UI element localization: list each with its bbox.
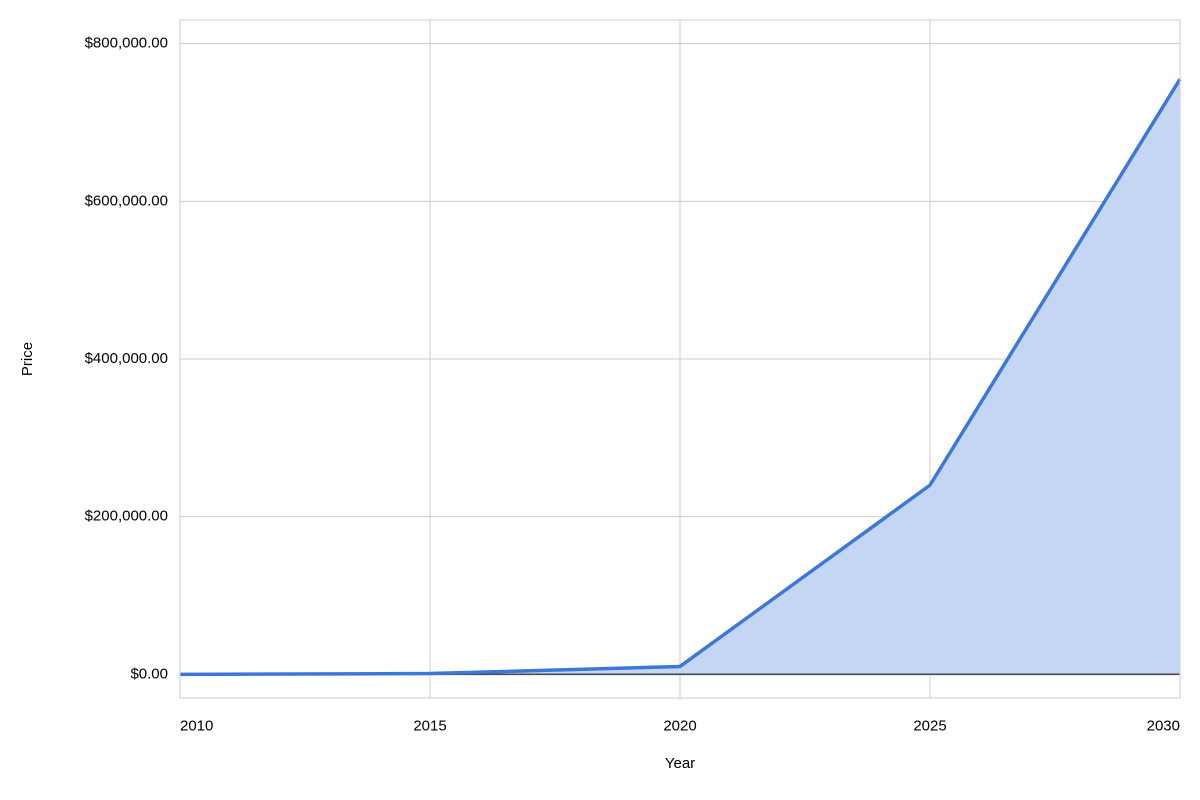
- x-tick-label: 2015: [413, 717, 446, 734]
- x-tick-label: 2025: [913, 717, 946, 734]
- y-tick-label: $0.00: [130, 665, 168, 682]
- y-tick-label: $600,000.00: [85, 192, 168, 209]
- x-axis-title: Year: [665, 755, 695, 772]
- y-tick-label: $800,000.00: [85, 35, 168, 52]
- x-tick-label: 2020: [663, 717, 696, 734]
- y-axis-title: Price: [19, 342, 36, 376]
- chart-svg: $0.00 $200,000.00 $400,000.00 $600,000.00 $8…: [0, 0, 1200, 800]
- x-tick-label: 2030: [1147, 717, 1180, 734]
- price-area-chart: $0.00 $200,000.00 $400,000.00 $600,000.00 $8…: [0, 0, 1200, 800]
- y-tick-label: $200,000.00: [85, 508, 168, 525]
- x-tick-label: 2010: [180, 717, 213, 734]
- y-tick-label: $400,000.00: [85, 350, 168, 367]
